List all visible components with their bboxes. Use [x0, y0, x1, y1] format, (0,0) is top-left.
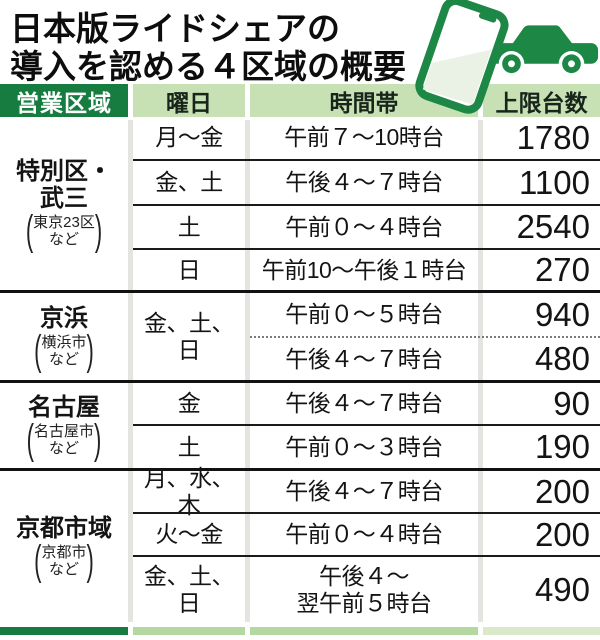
group-separator — [0, 380, 600, 383]
region-note-line1: 京都市 — [41, 544, 87, 561]
region-label: 京浜 — [40, 305, 88, 332]
time-cell: 午後４〜 翌午前５時台 — [296, 562, 433, 616]
group-separator — [0, 468, 600, 471]
day-cell: 月〜金 — [155, 124, 223, 150]
day-cell: 土 — [177, 213, 201, 240]
paren-close: ) — [86, 536, 94, 584]
time-cell: 午前７〜10時台 — [284, 124, 444, 150]
row-separator — [133, 512, 600, 514]
paren-close: ) — [94, 206, 103, 254]
footer-bar — [250, 627, 478, 635]
group-separator — [0, 290, 600, 293]
limit-cell: 490 — [534, 570, 590, 608]
column-gutter — [478, 120, 483, 622]
limit-cell: 480 — [534, 340, 590, 377]
row-separator — [133, 555, 600, 557]
header-cell-region: 営業区域 — [0, 84, 128, 117]
limit-cell: 200 — [534, 472, 590, 510]
car-icon — [483, 25, 599, 77]
footer-bar — [133, 627, 245, 635]
region-label: 特別区・ 武三 — [16, 158, 112, 212]
time-cell: 午後４〜７時台 — [285, 478, 443, 504]
time-cell: 午前10〜午後１時台 — [261, 256, 467, 283]
day-cell: 金 — [177, 390, 201, 416]
paren-close: ) — [94, 415, 102, 463]
day-span-cell: 金、土、日 — [144, 309, 235, 363]
page-title: 日本版ライドシェアの 導入を認める４区域の概要 — [10, 10, 406, 86]
region-cell-nagoya: 名古屋 ( 名古屋市 など ) — [0, 383, 128, 468]
day-cell: 日 — [177, 256, 201, 283]
day-cell: 月、水、木 — [144, 464, 235, 518]
region-note: ( 名古屋市 など ) — [27, 415, 102, 463]
smartphone-icon — [415, 0, 509, 114]
page-title-line1: 日本版ライドシェアの — [10, 10, 340, 47]
time-cell: 午前０〜４時台 — [285, 521, 443, 547]
limit-cell: 1100 — [519, 163, 590, 201]
region-note-text: 東京23区 など — [33, 214, 95, 248]
footer-bar — [0, 627, 128, 635]
row-separator — [133, 159, 600, 161]
limit-cell: 2540 — [516, 208, 590, 245]
time-cell: 午後４〜７時台 — [285, 169, 443, 195]
paren-open: ( — [26, 415, 34, 463]
region-label: 名古屋 — [28, 394, 100, 421]
region-note: ( 横浜市 など ) — [34, 326, 94, 374]
region-note-line2: など — [48, 561, 79, 578]
footer-bar — [483, 627, 600, 635]
day-cell: 金、土、日 — [144, 562, 235, 616]
day-cell: 土 — [177, 433, 201, 460]
row-separator — [133, 248, 600, 250]
limit-cell: 1780 — [516, 118, 590, 156]
region-note-text: 横浜市 など — [41, 334, 86, 368]
time-cell: 午前０〜５時台 — [285, 301, 443, 327]
region-note-text: 名古屋市 など — [34, 423, 94, 457]
day-cell: 金、土 — [155, 169, 223, 195]
region-note-line1: 名古屋市 — [33, 423, 94, 440]
column-gutter — [128, 120, 133, 622]
limit-cell: 190 — [534, 428, 590, 465]
region-note: ( 京都市 など ) — [34, 536, 94, 584]
header-cell-limit: 上限台数 — [483, 84, 600, 117]
time-cell: 午後４〜７時台 — [285, 390, 443, 416]
region-note-text: 京都市 など — [41, 544, 86, 578]
region-cell-keihin: 京浜 ( 横浜市 など ) — [0, 293, 128, 380]
time-cell: 午前０〜３時台 — [285, 433, 443, 460]
region-note: ( 東京23区 など ) — [26, 206, 102, 254]
row-separator — [133, 424, 600, 426]
paren-open: ( — [34, 326, 42, 374]
limit-cell: 90 — [553, 384, 590, 422]
region-label: 京都市域 — [16, 515, 112, 542]
limit-cell: 200 — [534, 515, 590, 553]
column-gutter — [245, 120, 250, 622]
row-separator — [133, 204, 600, 206]
region-note-line2: など — [48, 440, 79, 457]
limit-cell: 940 — [534, 295, 590, 333]
day-cell: 火〜金 — [155, 521, 223, 547]
limit-cell: 270 — [534, 251, 590, 288]
region-cell-kyoto: 京都市域 ( 京都市 など ) — [0, 471, 128, 622]
region-note-line2: など — [48, 231, 79, 248]
time-cell: 午前０〜４時台 — [285, 213, 443, 240]
paren-open: ( — [25, 206, 34, 254]
time-cell: 午後４〜７時台 — [285, 345, 443, 372]
region-note-line1: 東京23区 — [33, 214, 95, 231]
page-title-line2: 導入を認める４区域の概要 — [10, 48, 406, 85]
paren-close: ) — [86, 326, 94, 374]
region-note-line2: など — [48, 351, 79, 368]
header-cell-day: 曜日 — [133, 84, 245, 117]
region-note-line1: 横浜市 — [41, 334, 87, 351]
paren-open: ( — [34, 536, 42, 584]
region-cell-tokubetsuku: 特別区・ 武三 ( 東京23区 など ) — [0, 116, 128, 290]
dotted-row-separator — [250, 336, 600, 338]
